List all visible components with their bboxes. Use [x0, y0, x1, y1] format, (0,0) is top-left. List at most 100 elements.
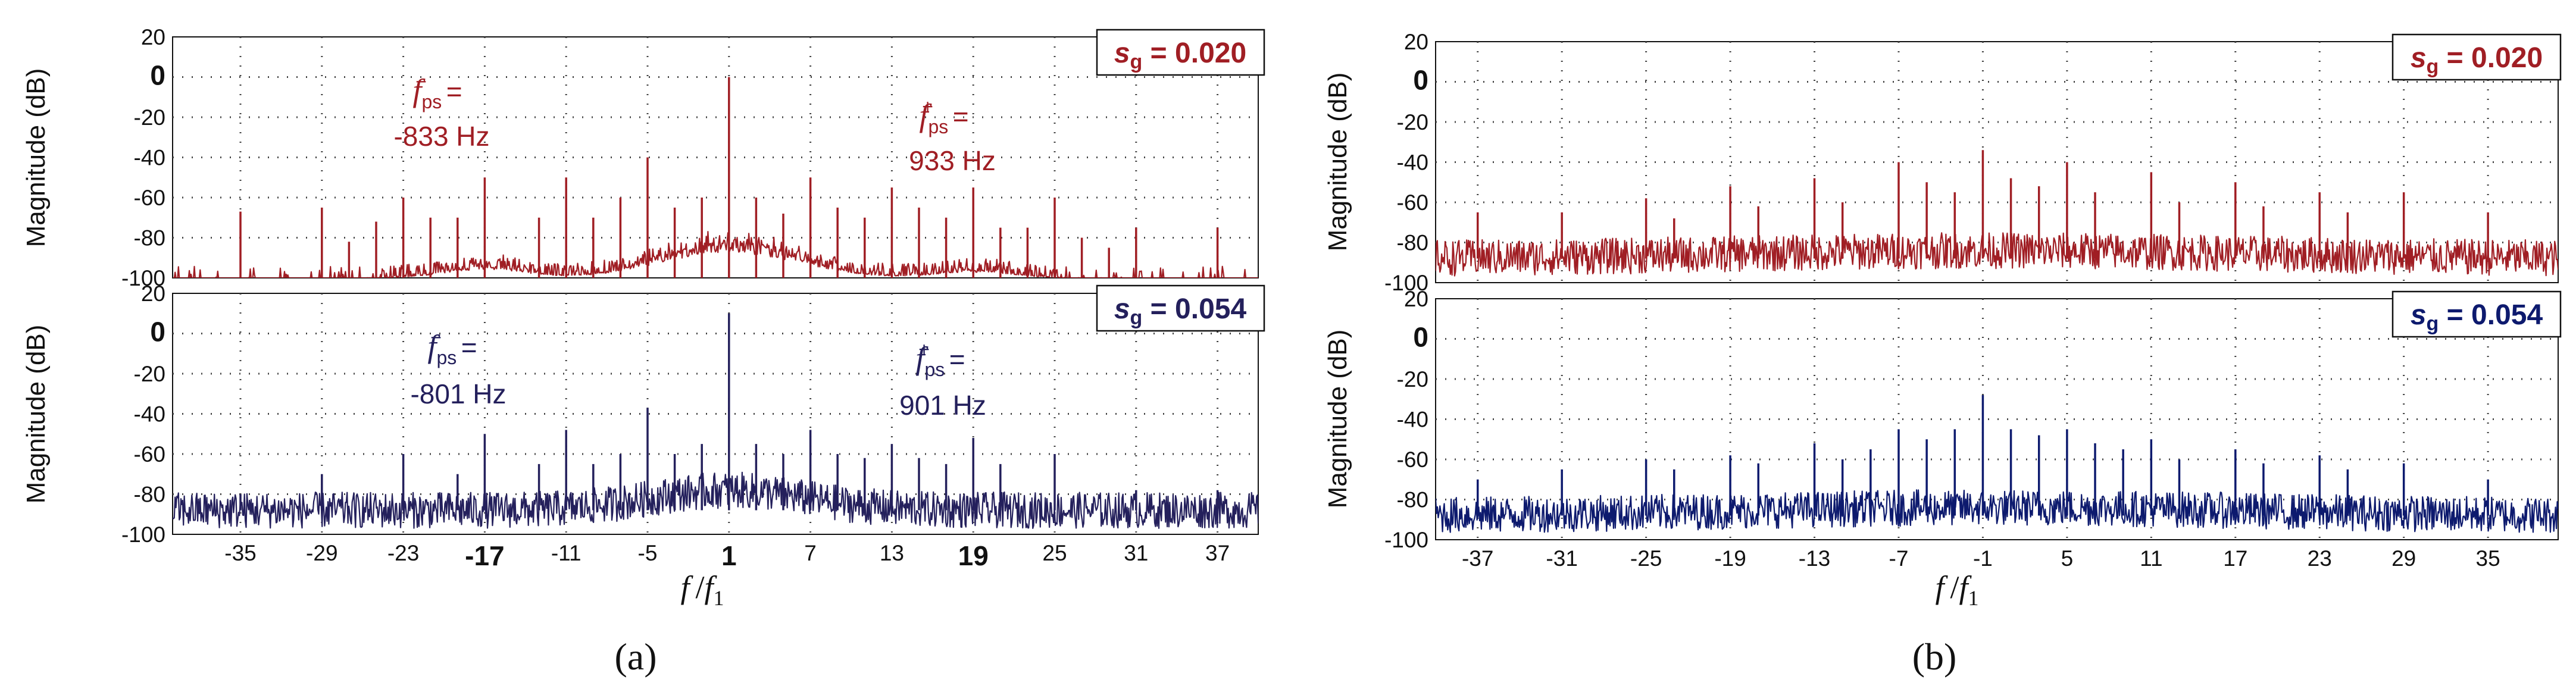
spectrum-peaks: [1476, 150, 2489, 259]
y-tick-label: -20: [1397, 367, 1428, 392]
plot-frame: [1435, 41, 2559, 283]
x-tick-label: -35: [224, 541, 256, 565]
x-tick-label: -17: [465, 540, 504, 571]
y-tick-label: -100: [121, 522, 165, 547]
badge-s: s: [1114, 37, 1130, 69]
x-tick-labels: -35 -29 -23 -17 -11 -5 1 7 13 19 25 31 37: [224, 540, 1230, 571]
y-tick-label: -80: [134, 226, 165, 251]
y-tick-label: 20: [141, 281, 165, 306]
badge: sg = 0.020: [1096, 29, 1265, 76]
badge-value: = 0.054: [2439, 299, 2543, 331]
y-axis-label-b-top: Magnitude (dB): [1323, 73, 1352, 252]
subplot-b-bottom: -100 -80 -60 -40 -20 0 20 -37 -31 -25 -19 -13 -7 -1 5…: [1384, 287, 2562, 571]
plot-frame: [1435, 298, 2559, 540]
svg-text:fps+ =: fps+ =: [919, 96, 968, 137]
x-tick-label: -7: [1889, 546, 1909, 571]
y-tick-label: 20: [1404, 287, 1428, 311]
badge-value: = 0.020: [1142, 37, 1246, 69]
x-tick-labels: -37 -31 -25 -19 -13 -7 -1 5 11 17 23 29 35: [1462, 546, 2500, 571]
ann-eq: =: [945, 101, 969, 132]
badge-s: s: [2411, 42, 2427, 74]
ann-value: 901 Hz: [899, 390, 986, 421]
x-tick-label: -37: [1462, 546, 1493, 571]
y-axis-label-a-top: Magnitude (dB): [21, 68, 51, 248]
y-tick-label: -80: [134, 483, 165, 507]
y-tick-label: -60: [1397, 190, 1428, 215]
annotation-fps-minus: fps− = -801 Hz: [410, 327, 506, 409]
ann-eq: =: [439, 76, 462, 107]
svg-text:fps− =: fps− =: [427, 327, 477, 368]
x-tick-label: 23: [2308, 546, 2332, 571]
y-tick-label: -100: [1384, 528, 1428, 552]
y-tick-labels: -100 -80 -60 -40 -20 0 20: [1384, 30, 1428, 295]
badge: sg = 0.054: [2391, 290, 2562, 338]
x-tick-label: 13: [880, 541, 904, 565]
x-tick-label: 1: [721, 540, 737, 571]
x-tick-label: 17: [2223, 546, 2247, 571]
y-tick-label: -40: [1397, 151, 1428, 175]
subplot-a-top: -100 -80 -60 -40 -20 0 20 sg = 0.020 fps− = -8…: [121, 25, 1265, 290]
x-tick-label: 7: [804, 541, 817, 565]
y-tick-label: 20: [1404, 30, 1428, 54]
svg-text:sg = 0.054: sg = 0.054: [2411, 299, 2543, 335]
y-tick-label: -60: [134, 442, 165, 467]
svg-text:sg = 0.020: sg = 0.020: [1114, 37, 1246, 73]
y-tick-labels: -100 -80 -60 -40 -20 0 20: [121, 25, 165, 290]
badge-sub: g: [2427, 312, 2439, 335]
ann-value: -801 Hz: [410, 378, 506, 409]
ann-eq: =: [454, 332, 477, 363]
y-axis-label-b-bottom: Magnitude (dB): [1323, 330, 1352, 509]
y-tick-label: 0: [150, 317, 165, 348]
x-tick-label: -11: [551, 541, 582, 565]
y-tick-label: -20: [134, 362, 165, 386]
y-tick-label: -100: [121, 266, 165, 290]
x-tick-label: 25: [1042, 541, 1067, 565]
spectrum-line: [1436, 489, 2558, 533]
spectrum-peaks: [239, 313, 1219, 511]
badge-box: [1096, 284, 1265, 332]
badge-value: = 0.054: [1142, 293, 1246, 325]
y-tick-label: -20: [134, 105, 165, 130]
subplot-a-bottom: -100 -80 -60 -40 -20 0 20 -35 -29 -23 -17 -11 -5 1 7 1…: [121, 281, 1265, 571]
ann-sub: ps: [421, 91, 442, 112]
annotation-fps-plus: fps+ = 901 Hz: [899, 339, 986, 421]
ann-sub: ps: [924, 359, 945, 380]
y-tick-labels: -100 -80 -60 -40 -20 0 20: [121, 281, 165, 547]
svg-text:sg = 0.054: sg = 0.054: [1114, 293, 1247, 329]
annotation-fps-minus: fps− = -833 Hz: [393, 71, 489, 152]
y-tick-label: -40: [134, 146, 165, 170]
y-tick-labels: -100 -80 -60 -40 -20 0 20: [1384, 287, 1428, 552]
annotation-fps-plus: fps+ = 933 Hz: [909, 96, 996, 176]
y-tick-label: -20: [1397, 110, 1428, 134]
x-tick-label: 35: [2476, 546, 2500, 571]
badge-sub: g: [2427, 55, 2439, 78]
badge-s: s: [1114, 293, 1130, 325]
badge: sg = 0.054: [1096, 284, 1265, 332]
panel-label-b: (b): [1912, 635, 1957, 678]
ann-sub: ps: [928, 116, 948, 137]
y-tick-label: -80: [1397, 231, 1428, 255]
spectrum-line: [173, 231, 1258, 278]
y-tick-label: 0: [150, 60, 165, 91]
y-tick-label: -40: [1397, 408, 1428, 432]
y-tick-label: -60: [1397, 447, 1428, 472]
spectrum-peaks: [239, 77, 1219, 278]
y-tick-label: -40: [134, 402, 165, 427]
ann-sup: −: [415, 71, 427, 92]
spectrum-line: [173, 471, 1258, 530]
ann-sub: ps: [436, 347, 457, 368]
x-tick-label: -1: [1973, 546, 1993, 571]
x-tick-label: -13: [1799, 546, 1830, 571]
badge-sub: g: [1130, 306, 1143, 329]
badge-box: [1096, 29, 1265, 76]
x-tick-label: 37: [1205, 541, 1230, 565]
x-axis-label-a: f/f1: [680, 569, 724, 610]
svg-text:fps− =: fps− =: [412, 71, 462, 112]
badge-box: [2391, 290, 2562, 338]
y-tick-label: -80: [1397, 488, 1428, 512]
svg-text:sg = 0.020: sg = 0.020: [2411, 42, 2543, 78]
badge-value: = 0.020: [2439, 42, 2543, 74]
svg-text:fps+ =: fps+ =: [915, 339, 965, 380]
y-tick-label: -100: [1384, 271, 1428, 295]
